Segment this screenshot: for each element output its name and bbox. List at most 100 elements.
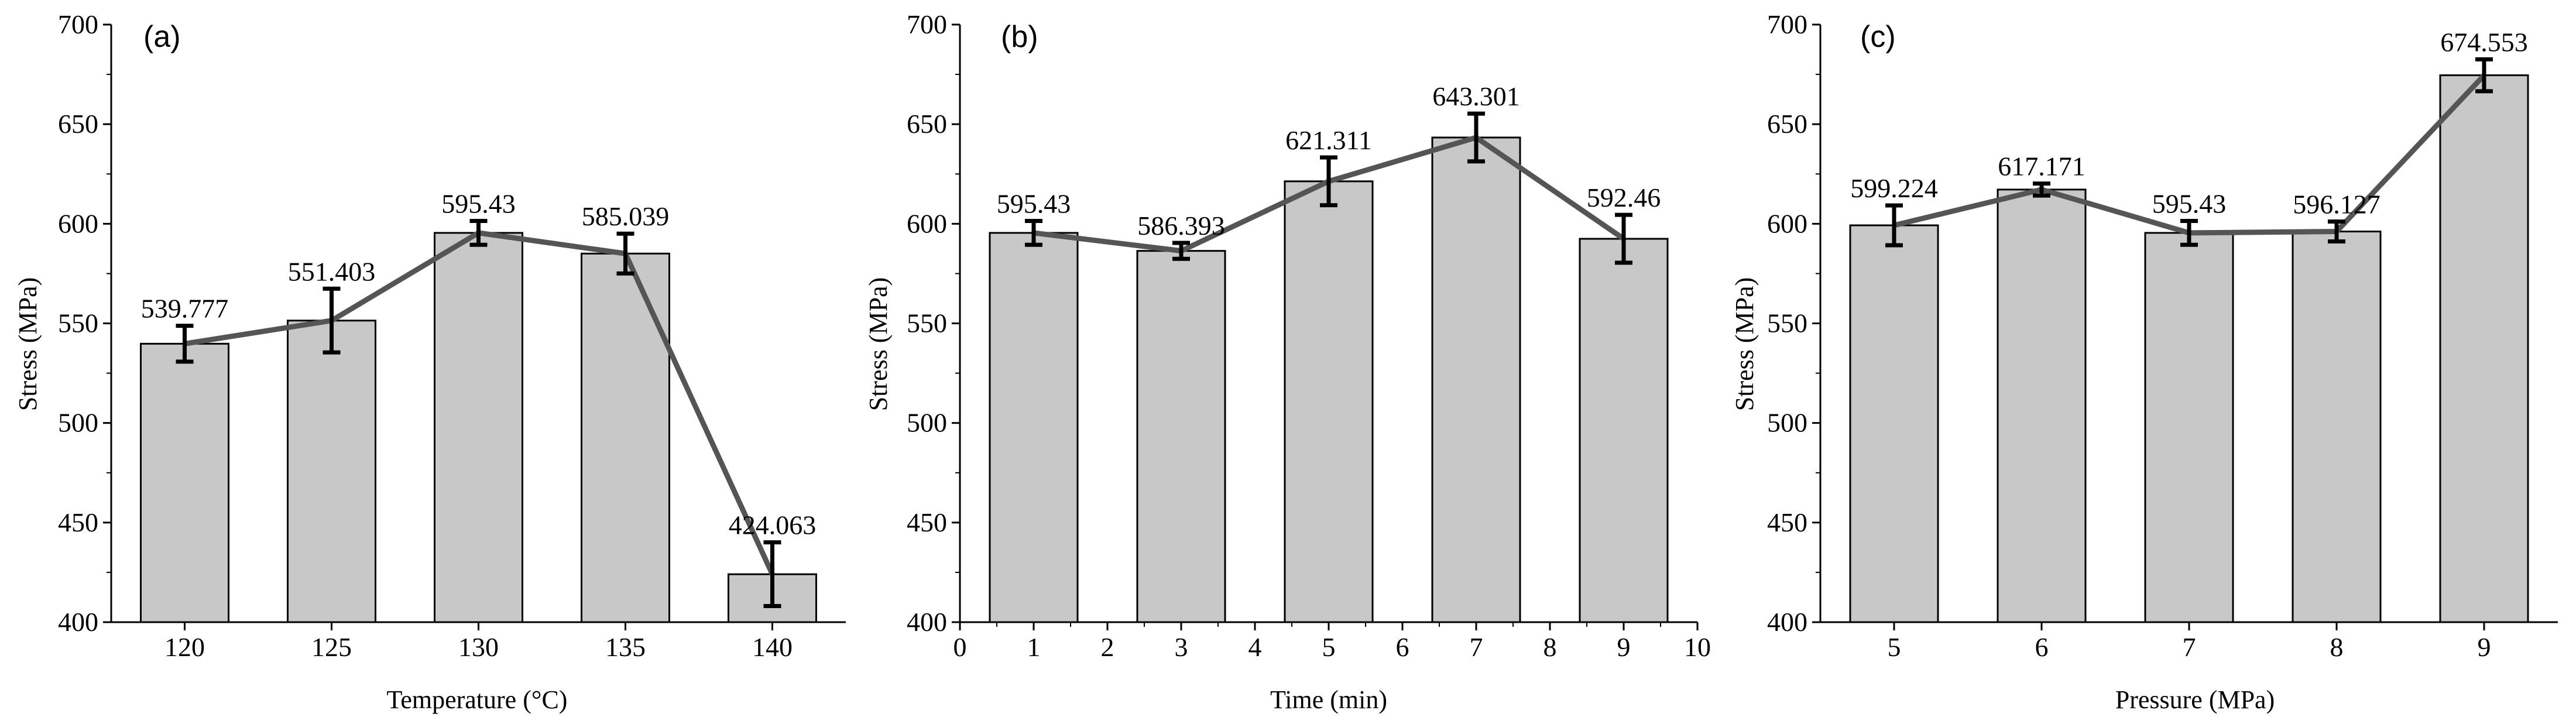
- error-bar: [2033, 181, 2050, 198]
- data-label: 617.171: [1998, 152, 2086, 181]
- y-tick-label: 450: [1767, 507, 1807, 537]
- x-tick-label: 7: [1470, 632, 1483, 662]
- x-axis-title: Time (min): [1270, 685, 1387, 714]
- data-label: 643.301: [1432, 81, 1520, 111]
- y-tick-label: 500: [1767, 408, 1807, 438]
- y-tick-label: 450: [58, 507, 98, 537]
- bar: [1849, 224, 1939, 623]
- data-label: 551.403: [288, 256, 376, 286]
- y-tick-label: 550: [907, 308, 947, 338]
- y-tick-label: 600: [58, 208, 98, 238]
- x-tick-label: 3: [1175, 632, 1188, 662]
- error-bar: [2180, 218, 2198, 247]
- y-axis-title: Stress (MPa): [13, 277, 42, 411]
- error-bar: [763, 540, 781, 609]
- panel-label: (a): [143, 20, 181, 54]
- panel-label: (b): [1001, 20, 1038, 54]
- bar: [2439, 74, 2529, 623]
- panel-a: (a) Temperature (°C) Stress (MPa) 400 450…: [13, 9, 846, 714]
- bars: [1849, 74, 2529, 623]
- y-tick-label: 650: [1767, 109, 1807, 139]
- x-tick-label: 9: [1617, 632, 1631, 662]
- x-tick-label: 125: [311, 632, 352, 662]
- x-tick-label: 9: [2478, 632, 2491, 662]
- error-bar: [1320, 155, 1337, 208]
- bar: [1431, 136, 1521, 623]
- data-label: 539.777: [141, 294, 229, 324]
- x-tick-label: 135: [605, 632, 646, 662]
- error-bar: [1025, 218, 1042, 247]
- bar: [2144, 232, 2234, 623]
- x-axis-title: Pressure (MPa): [2115, 685, 2275, 714]
- y-tick-label: 400: [907, 607, 947, 637]
- y-axis-title: Stress (MPa): [1730, 277, 1759, 411]
- x-axis-title: Temperature (°C): [387, 685, 568, 714]
- data-label: 596.127: [2293, 189, 2381, 219]
- y-tick-label: 550: [1767, 308, 1807, 338]
- x-tick-label: 2: [1101, 632, 1114, 662]
- data-label: 586.393: [1137, 211, 1225, 241]
- bar: [1136, 250, 1226, 623]
- data-label: 621.311: [1285, 125, 1372, 155]
- panel-c: (c) Pressure (MPa) Stress (MPa) 400 450 50…: [1730, 9, 2558, 714]
- x-tick-label: 5: [1322, 632, 1336, 662]
- y-tick-label: 650: [907, 109, 947, 139]
- x-tick-label: 130: [458, 632, 499, 662]
- x-tick-label: 140: [752, 632, 793, 662]
- bar: [1284, 180, 1374, 623]
- data-label: 595.43: [2152, 188, 2227, 218]
- x-tick-label: 1: [1027, 632, 1041, 662]
- y-tick-label: 450: [907, 507, 947, 537]
- bar: [581, 252, 670, 623]
- data-label: 599.224: [1850, 173, 1938, 203]
- y-tick-label: 600: [907, 208, 947, 238]
- x-tick-label: 6: [2035, 632, 2049, 662]
- y-tick-label: 500: [907, 408, 947, 438]
- data-label: 592.46: [1587, 183, 1661, 212]
- bar: [434, 232, 523, 623]
- x-tick-label: 6: [1396, 632, 1409, 662]
- error-bar: [323, 286, 341, 355]
- error-bar: [1467, 111, 1485, 164]
- x-tick-label: 7: [2183, 632, 2196, 662]
- data-label: 595.43: [997, 188, 1071, 218]
- x-tick-label: 5: [1888, 632, 1901, 662]
- error-bar: [616, 231, 634, 276]
- error-bar: [176, 324, 194, 364]
- y-tick-label: 400: [58, 607, 98, 637]
- y-tick-label: 700: [58, 9, 98, 39]
- data-label: 674.553: [2440, 27, 2528, 57]
- x-tick-label: 8: [1543, 632, 1557, 662]
- y-axis-title: Stress (MPa): [864, 277, 893, 411]
- error-bar: [1615, 212, 1632, 265]
- bar: [1579, 238, 1669, 623]
- data-label: 585.039: [582, 201, 670, 231]
- x-tick-label: 8: [2330, 632, 2344, 662]
- y-tick-label: 700: [1767, 9, 1807, 39]
- x-tick-label: 120: [164, 632, 205, 662]
- bar: [140, 342, 229, 623]
- error-bar: [2475, 57, 2493, 94]
- x-tick-label: 4: [1248, 632, 1262, 662]
- y-tick-label: 700: [907, 9, 947, 39]
- panel-b: (b) Time (min) Stress (MPa) 400 450 500 550…: [864, 9, 1711, 714]
- x-tick-label: 10: [1684, 632, 1711, 662]
- bar: [989, 232, 1079, 623]
- y-tick-label: 600: [1767, 208, 1807, 238]
- y-tick-label: 550: [58, 308, 98, 338]
- y-tick-label: 500: [58, 408, 98, 438]
- error-bar: [469, 218, 488, 247]
- error-bar: [1172, 241, 1190, 261]
- data-label: 595.43: [441, 188, 516, 218]
- error-bar: [1885, 203, 1903, 248]
- y-tick-label: 400: [1767, 607, 1807, 637]
- bar: [287, 320, 376, 623]
- error-bar: [2328, 219, 2345, 244]
- bar: [1997, 188, 2087, 623]
- data-label: 424.063: [729, 510, 817, 540]
- bars: [140, 232, 817, 623]
- bars: [989, 136, 1669, 623]
- panel-label: (c): [1860, 20, 1896, 54]
- bar: [2292, 231, 2382, 623]
